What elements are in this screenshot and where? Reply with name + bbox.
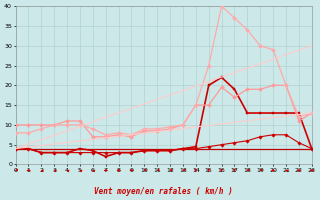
X-axis label: Vent moyen/en rafales ( km/h ): Vent moyen/en rafales ( km/h ) <box>94 187 233 196</box>
